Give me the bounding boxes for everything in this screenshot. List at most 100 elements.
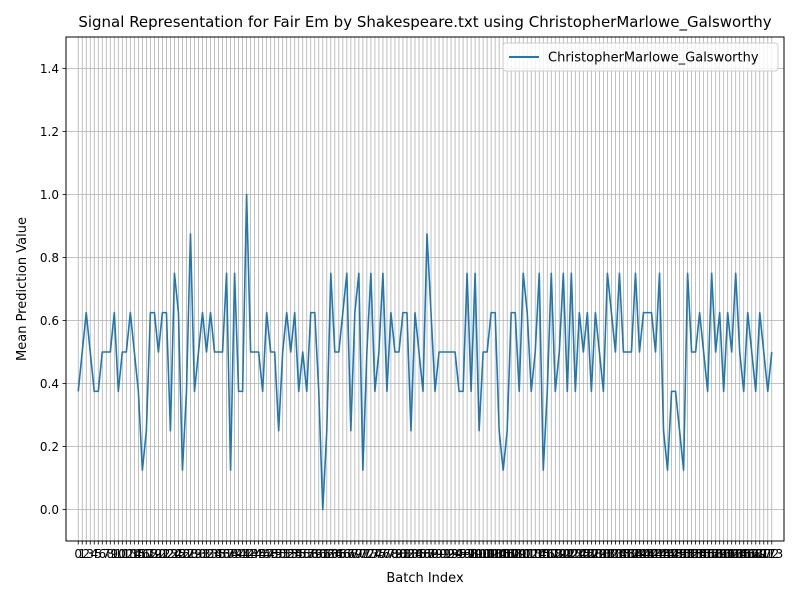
- x-tick-label: 32: [199, 547, 214, 561]
- y-axis-label: Mean Prediction Value: [15, 217, 30, 361]
- x-tick-label: 78: [383, 547, 398, 561]
- x-tick-label: 133: [600, 547, 623, 561]
- x-tick-label: 27: [179, 547, 194, 561]
- y-tick-label: 1.2: [40, 125, 59, 139]
- x-tick-label: 119: [544, 547, 567, 561]
- series-line: [77, 193, 773, 511]
- x-tick-label: 39: [227, 547, 242, 561]
- x-tick-label: 130: [588, 547, 611, 561]
- x-tick-label: 141: [632, 547, 655, 561]
- x-tick-label: 172: [756, 547, 779, 561]
- x-tick-label: 166: [732, 547, 755, 561]
- x-tick-label: 53: [283, 547, 298, 561]
- x-tick-label: 35: [211, 547, 226, 561]
- x-tick-label: 82: [399, 547, 414, 561]
- x-tick-label: 153: [680, 547, 703, 561]
- legend: ChristopherMarlowe_Galsworthy: [502, 42, 779, 72]
- x-tick-label: 110: [508, 547, 531, 561]
- x-tick-label: 144: [644, 547, 667, 561]
- x-tick-label: 0: [74, 547, 82, 561]
- x-tick-label: 2: [82, 547, 90, 561]
- x-tick-label: 71: [355, 547, 370, 561]
- x-tick-label: 47: [259, 547, 274, 561]
- x-tick-label: 88: [423, 547, 438, 561]
- x-tick-label: 97: [459, 547, 474, 561]
- x-tick-label: 106: [492, 547, 515, 561]
- x-tick-label: 33: [203, 547, 218, 561]
- x-tick-label: 156: [692, 547, 715, 561]
- x-tick-label: 57: [299, 547, 314, 561]
- x-tick-label: 118: [540, 547, 563, 561]
- x-tick-label: 31: [195, 547, 210, 561]
- x-tick-label: 104: [484, 547, 507, 561]
- x-tick-label: 25: [171, 547, 186, 561]
- x-tick-label: 28: [183, 547, 198, 561]
- x-tick-label: 76: [375, 547, 390, 561]
- x-tick-label: 86: [415, 547, 430, 561]
- x-tick-label: 152: [676, 547, 699, 561]
- x-tick-label: 17: [139, 547, 154, 561]
- chart-title: Signal Representation for Fair Em by Sha…: [78, 13, 771, 32]
- x-tick-label: 62: [319, 547, 334, 561]
- x-tick-label: 40: [231, 547, 246, 561]
- x-tick-label: 29: [187, 547, 202, 561]
- x-tick-label: 64: [327, 547, 342, 561]
- x-tick-label: 1: [78, 547, 86, 561]
- x-tick-label: 95: [451, 547, 466, 561]
- x-tick-label: 90: [431, 547, 446, 561]
- x-tick-label: 37: [219, 547, 234, 561]
- x-tick-label: 41: [235, 547, 250, 561]
- x-tick-label: 18: [143, 547, 158, 561]
- x-tick-label: 164: [724, 547, 747, 561]
- y-tick-label: 0.2: [40, 440, 59, 454]
- x-tick-label: 125: [568, 547, 591, 561]
- x-tick-label: 105: [488, 547, 511, 561]
- x-tick-label: 45: [251, 547, 266, 561]
- x-tick-label: 163: [720, 547, 743, 561]
- y-tick-label: 1.4: [40, 62, 59, 76]
- x-tick-label: 54: [287, 547, 302, 561]
- x-tick-label: 170: [748, 547, 771, 561]
- x-tick-label: 12: [119, 547, 134, 561]
- x-tick-label: 73: [363, 547, 378, 561]
- x-tick-label: 165: [728, 547, 751, 561]
- x-tick-label: 46: [255, 547, 270, 561]
- x-tick-label: 108: [500, 547, 523, 561]
- x-tick-label: 128: [580, 547, 603, 561]
- x-tick-label: 109: [504, 547, 527, 561]
- x-tick-label: 66: [335, 547, 350, 561]
- y-tick-label: 0.0: [40, 503, 59, 517]
- x-tick-label: 173: [760, 547, 783, 561]
- x-tick-label: 96: [455, 547, 470, 561]
- x-tick-label: 49: [267, 547, 282, 561]
- x-tick-label: 148: [660, 547, 683, 561]
- x-tick-label: 84: [407, 547, 422, 561]
- x-tick-label: 138: [620, 547, 643, 561]
- legend-box: [502, 42, 779, 72]
- x-tick-label: 59: [307, 547, 322, 561]
- x-tick-label: 87: [419, 547, 434, 561]
- x-tick-label: 121: [552, 547, 575, 561]
- x-tick-label: 114: [524, 547, 547, 561]
- x-tick-label: 21: [155, 547, 170, 561]
- x-tick-label: 111: [512, 547, 535, 561]
- x-tick-label: 100: [468, 547, 491, 561]
- x-tick-label: 11: [115, 547, 130, 561]
- x-tick-label: 70: [351, 547, 366, 561]
- series-lines: [77, 193, 773, 511]
- x-tick-label: 23: [163, 547, 178, 561]
- x-tick-label: 132: [596, 547, 619, 561]
- x-tick-label: 55: [291, 547, 306, 561]
- x-tick-label: 6: [98, 547, 106, 561]
- x-tick-label: 13: [123, 547, 138, 561]
- x-tick-label: 137: [616, 547, 639, 561]
- x-tick-label: 56: [295, 547, 310, 561]
- x-tick-label: 26: [175, 547, 190, 561]
- x-tick-label: 16: [135, 547, 150, 561]
- x-tick-label: 74: [367, 547, 382, 561]
- x-tick-label: 101: [472, 547, 495, 561]
- x-tick-label: 80: [391, 547, 406, 561]
- x-tick-label: 103: [480, 547, 503, 561]
